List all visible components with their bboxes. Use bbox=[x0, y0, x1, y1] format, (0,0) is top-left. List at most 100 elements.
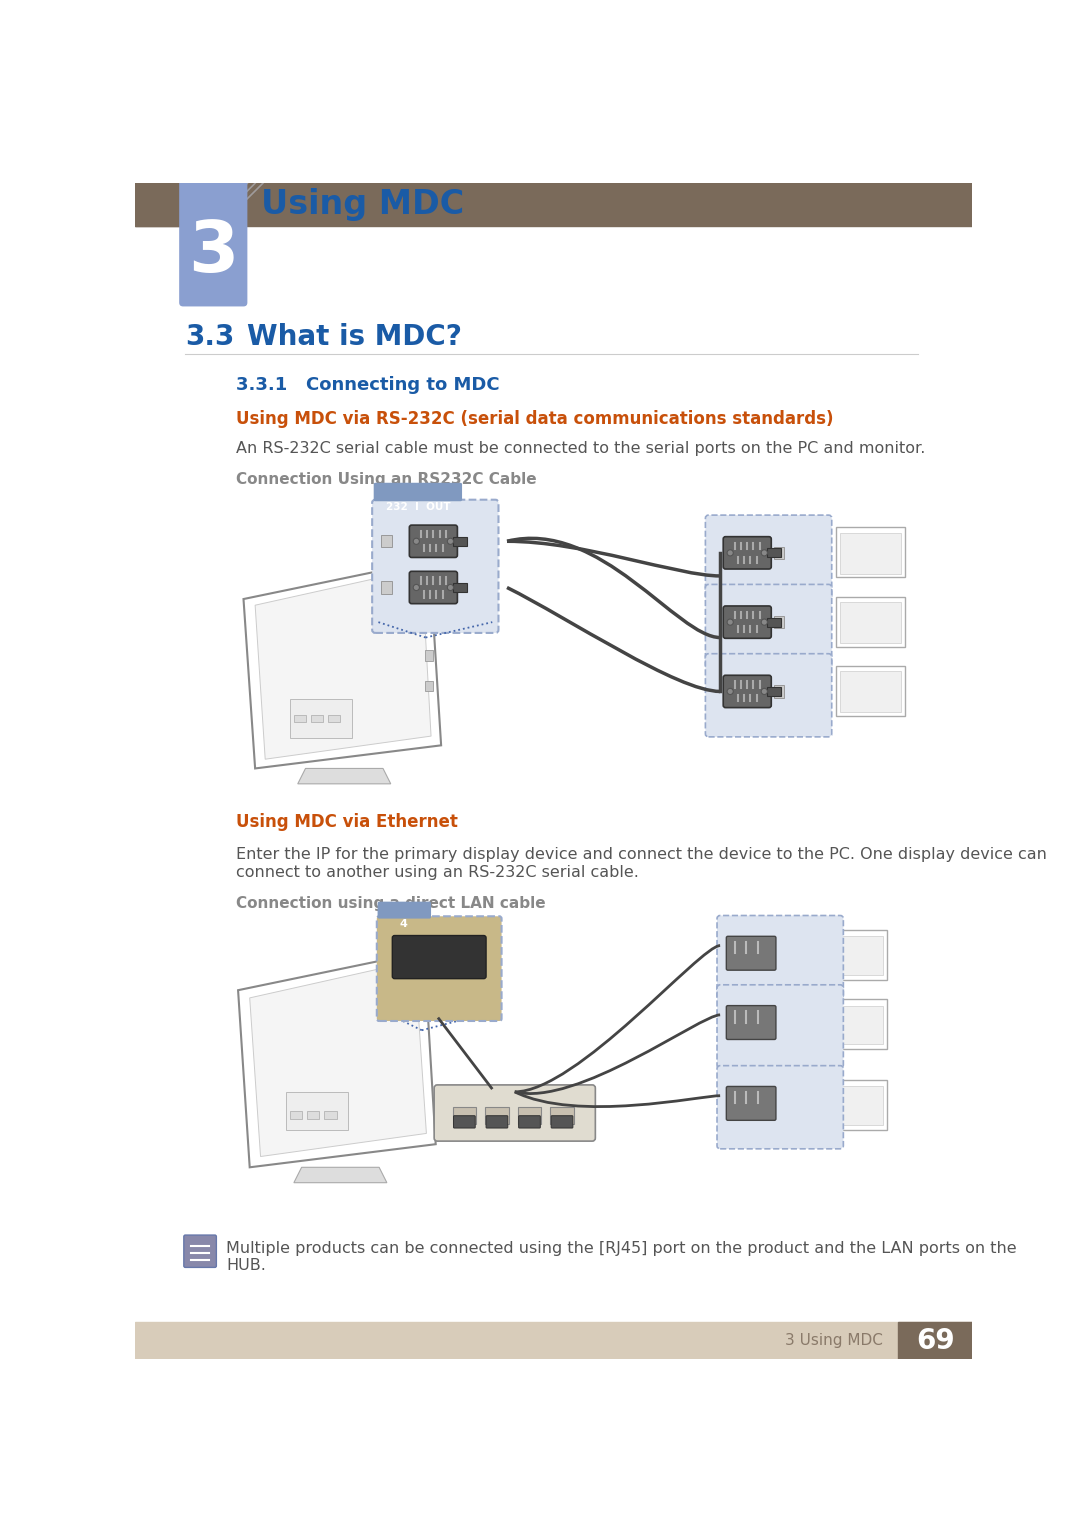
Bar bbox=[840, 602, 901, 643]
Bar bbox=[828, 1006, 882, 1044]
Circle shape bbox=[727, 689, 733, 695]
FancyBboxPatch shape bbox=[727, 936, 775, 970]
Bar bbox=[899, 1322, 972, 1359]
FancyBboxPatch shape bbox=[724, 536, 771, 570]
Text: 3.3: 3.3 bbox=[186, 324, 234, 351]
Bar bbox=[307, 1112, 320, 1119]
FancyBboxPatch shape bbox=[392, 936, 486, 979]
FancyBboxPatch shape bbox=[377, 916, 501, 1022]
Text: Enter the IP for the primary display device and connect the device to the PC. On: Enter the IP for the primary display dev… bbox=[235, 847, 1047, 863]
Bar bbox=[311, 715, 323, 722]
Bar bbox=[773, 615, 784, 628]
FancyBboxPatch shape bbox=[378, 901, 431, 919]
Circle shape bbox=[761, 689, 768, 695]
Circle shape bbox=[447, 585, 454, 591]
Bar bbox=[381, 534, 392, 548]
Bar bbox=[517, 1107, 541, 1124]
Bar bbox=[291, 699, 352, 738]
Bar bbox=[825, 1080, 887, 1130]
Polygon shape bbox=[238, 951, 435, 1167]
Bar bbox=[135, 1322, 972, 1359]
FancyBboxPatch shape bbox=[409, 525, 458, 557]
Circle shape bbox=[727, 550, 733, 556]
Circle shape bbox=[727, 618, 733, 625]
Circle shape bbox=[761, 550, 768, 556]
Bar bbox=[294, 715, 307, 722]
Bar bbox=[767, 617, 781, 626]
Bar bbox=[551, 1107, 573, 1124]
Bar bbox=[453, 583, 467, 592]
Bar bbox=[328, 715, 340, 722]
Text: connect to another using an RS-232C serial cable.: connect to another using an RS-232C seri… bbox=[235, 864, 638, 880]
Bar bbox=[453, 536, 467, 547]
Bar bbox=[324, 1112, 337, 1119]
FancyBboxPatch shape bbox=[551, 1116, 572, 1128]
Bar bbox=[828, 936, 882, 974]
Bar bbox=[135, 182, 191, 226]
Circle shape bbox=[761, 618, 768, 625]
Bar bbox=[773, 547, 784, 559]
Text: 3 Using MDC: 3 Using MDC bbox=[785, 1333, 882, 1348]
Text: What is MDC?: What is MDC? bbox=[247, 324, 462, 351]
Bar bbox=[773, 686, 784, 698]
FancyBboxPatch shape bbox=[724, 606, 771, 638]
Text: Using MDC via Ethernet: Using MDC via Ethernet bbox=[235, 814, 458, 831]
Bar bbox=[767, 687, 781, 696]
FancyBboxPatch shape bbox=[717, 1066, 843, 1148]
Bar bbox=[424, 681, 433, 692]
Text: Multiple products can be connected using the [RJ45] port on the product and the : Multiple products can be connected using… bbox=[227, 1241, 1017, 1257]
Circle shape bbox=[414, 585, 419, 591]
Circle shape bbox=[414, 538, 419, 544]
FancyBboxPatch shape bbox=[486, 1116, 508, 1128]
Bar bbox=[836, 666, 905, 716]
Circle shape bbox=[447, 538, 454, 544]
Bar bbox=[424, 618, 433, 629]
Polygon shape bbox=[249, 960, 427, 1156]
Polygon shape bbox=[255, 568, 431, 759]
FancyBboxPatch shape bbox=[717, 916, 843, 999]
FancyBboxPatch shape bbox=[518, 1116, 540, 1128]
FancyBboxPatch shape bbox=[374, 483, 462, 501]
FancyBboxPatch shape bbox=[705, 654, 832, 738]
Bar bbox=[424, 651, 433, 661]
FancyBboxPatch shape bbox=[727, 1086, 775, 1121]
Bar bbox=[381, 582, 392, 594]
Text: 3.3.1   Connecting to MDC: 3.3.1 Connecting to MDC bbox=[235, 376, 499, 394]
Bar bbox=[828, 1086, 882, 1125]
FancyBboxPatch shape bbox=[179, 179, 247, 307]
FancyBboxPatch shape bbox=[409, 571, 458, 603]
Text: 69: 69 bbox=[916, 1327, 955, 1354]
Text: 232  I  OUT: 232 I OUT bbox=[386, 502, 450, 513]
Text: Using MDC via RS-232C (serial data communications standards): Using MDC via RS-232C (serial data commu… bbox=[235, 409, 834, 428]
Text: An RS-232C serial cable must be connected to the serial ports on the PC and moni: An RS-232C serial cable must be connecte… bbox=[235, 441, 926, 455]
Text: 4: 4 bbox=[400, 919, 408, 928]
Polygon shape bbox=[243, 560, 441, 768]
Bar bbox=[286, 1092, 348, 1130]
FancyBboxPatch shape bbox=[724, 675, 771, 707]
Bar bbox=[840, 672, 901, 712]
Bar bbox=[485, 1107, 509, 1124]
Bar bbox=[825, 1000, 887, 1049]
FancyBboxPatch shape bbox=[705, 515, 832, 599]
Text: 3: 3 bbox=[188, 218, 239, 287]
Text: Connection Using an RS232C Cable: Connection Using an RS232C Cable bbox=[235, 472, 537, 487]
FancyBboxPatch shape bbox=[434, 1084, 595, 1141]
Bar bbox=[836, 527, 905, 577]
FancyBboxPatch shape bbox=[717, 985, 843, 1067]
Bar bbox=[135, 183, 972, 226]
FancyBboxPatch shape bbox=[727, 1006, 775, 1040]
FancyBboxPatch shape bbox=[454, 1116, 475, 1128]
FancyBboxPatch shape bbox=[705, 585, 832, 667]
Text: Using MDC: Using MDC bbox=[260, 188, 463, 221]
Bar bbox=[453, 1107, 476, 1124]
Text: HUB.: HUB. bbox=[227, 1258, 267, 1274]
Bar bbox=[840, 533, 901, 574]
Bar bbox=[836, 597, 905, 647]
Bar bbox=[767, 548, 781, 557]
Bar bbox=[291, 1112, 302, 1119]
Bar bbox=[825, 930, 887, 980]
FancyBboxPatch shape bbox=[373, 499, 499, 632]
FancyBboxPatch shape bbox=[184, 1235, 216, 1267]
Text: Connection using a direct LAN cable: Connection using a direct LAN cable bbox=[235, 896, 545, 910]
Polygon shape bbox=[294, 1167, 387, 1183]
